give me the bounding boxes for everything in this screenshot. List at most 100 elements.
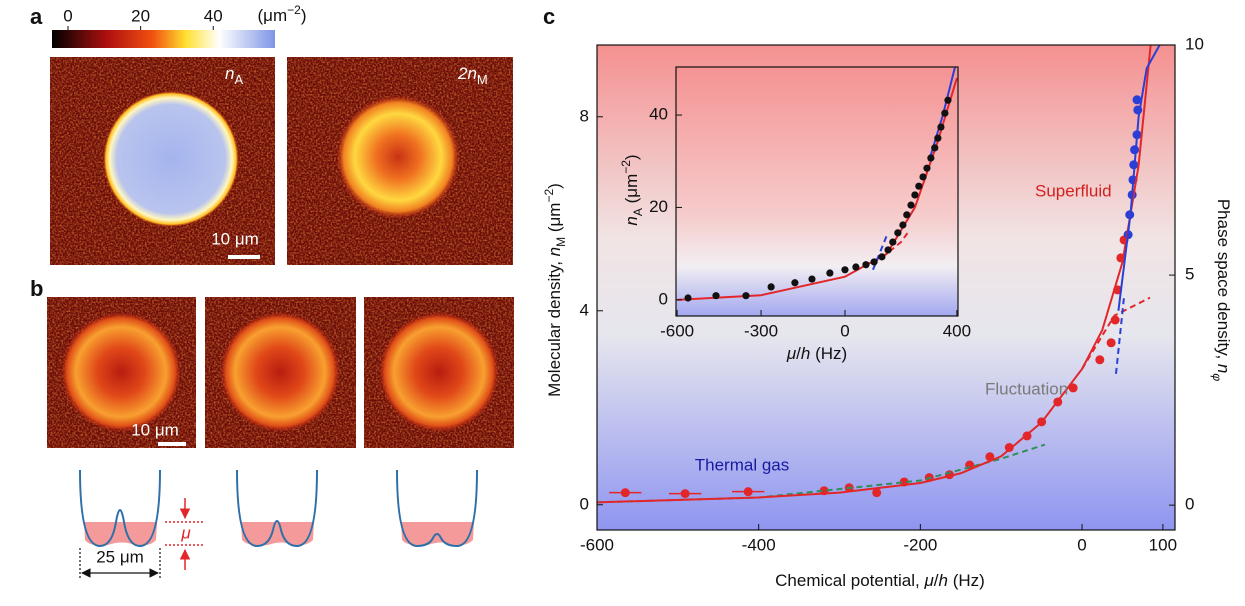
colorbar-tick-label: 40 bbox=[204, 6, 223, 25]
data-point bbox=[919, 173, 927, 181]
inset-x-axis-label: μ/h (Hz) bbox=[786, 344, 847, 363]
y-axis-label: Molecular density, nM (μm−2) bbox=[542, 183, 568, 397]
colorbar bbox=[52, 30, 275, 48]
y-tick-label: 20 bbox=[649, 197, 668, 216]
data-point bbox=[712, 292, 720, 300]
data-point bbox=[915, 182, 923, 190]
mu-label: μ bbox=[180, 523, 191, 542]
data-point bbox=[944, 96, 952, 104]
data-point bbox=[862, 261, 870, 269]
y2-tick-label: 10 bbox=[1185, 34, 1204, 53]
y-tick-label: 0 bbox=[659, 289, 668, 308]
scale-bar bbox=[228, 255, 260, 259]
data-point bbox=[742, 292, 750, 300]
data-point bbox=[931, 144, 939, 152]
data-point bbox=[894, 229, 902, 237]
y2-tick-label: 5 bbox=[1185, 265, 1194, 284]
data-point bbox=[907, 201, 915, 209]
data-point bbox=[903, 211, 911, 219]
data-point bbox=[1130, 145, 1140, 155]
colorbar-tick-label: 20 bbox=[131, 6, 150, 25]
data-point bbox=[937, 123, 945, 131]
fit-line bbox=[872, 234, 888, 271]
annotation: Fluctuation bbox=[985, 379, 1068, 398]
inset-y-axis-label: nA (μm−2) bbox=[619, 154, 645, 225]
data-point bbox=[1132, 95, 1142, 105]
plot-area bbox=[597, 45, 1161, 504]
fit-line bbox=[872, 229, 911, 264]
x-tick-label: 0 bbox=[1077, 535, 1086, 554]
data-point bbox=[927, 154, 935, 162]
fit-line bbox=[597, 45, 1152, 504]
data-point bbox=[1095, 355, 1105, 365]
panel-label: a bbox=[30, 4, 43, 29]
plot-area bbox=[677, 67, 958, 302]
image-a1 bbox=[50, 57, 275, 265]
colorbar-unit: (μm−2) bbox=[258, 3, 307, 25]
image-b bbox=[47, 297, 514, 448]
axes-frame bbox=[675, 66, 959, 317]
data-point bbox=[841, 266, 849, 274]
width-label: 25 μm bbox=[96, 547, 144, 566]
fit-line bbox=[597, 443, 1046, 504]
y-tick-label: 40 bbox=[649, 105, 668, 124]
annotation: Thermal gas bbox=[695, 455, 789, 474]
data-point bbox=[941, 109, 949, 117]
panel-label: c bbox=[543, 4, 555, 29]
panel-label: b bbox=[30, 276, 43, 301]
data-point bbox=[934, 134, 942, 142]
x-axis-label: Chemical potential, μ/h (Hz) bbox=[775, 571, 985, 590]
data-point bbox=[767, 283, 775, 291]
x-tick-label: -400 bbox=[742, 535, 776, 554]
data-point bbox=[911, 191, 919, 199]
width-indicator bbox=[79, 548, 161, 580]
data-point bbox=[680, 489, 690, 499]
data-point bbox=[923, 164, 931, 172]
potential-wells bbox=[79, 469, 478, 548]
data-point bbox=[1004, 443, 1014, 453]
fit-line bbox=[1081, 296, 1151, 370]
data-point bbox=[884, 246, 892, 254]
colorbar-tick-label: 0 bbox=[63, 6, 72, 25]
x-tick-label: -600 bbox=[660, 321, 694, 340]
image-a2 bbox=[287, 57, 513, 265]
annotation: Superfluid bbox=[1035, 181, 1112, 200]
x-tick-label: -200 bbox=[903, 535, 937, 554]
data-point bbox=[826, 269, 834, 277]
data-point bbox=[889, 238, 897, 246]
inset-chart: -600 -300 0 400 0 20 40 bbox=[649, 66, 971, 340]
data-point bbox=[1110, 315, 1120, 325]
data-point bbox=[743, 487, 753, 497]
main-chart: -600 -400 -200 0 100 0 4 8 0 5 10 bbox=[580, 34, 1204, 554]
mu-indicator bbox=[165, 498, 205, 570]
image-label: nA bbox=[225, 64, 243, 87]
data-point bbox=[1106, 338, 1116, 348]
x-tick-label: -300 bbox=[744, 321, 778, 340]
fit-line bbox=[1114, 296, 1126, 374]
x-tick-label: -600 bbox=[580, 535, 614, 554]
x-tick-label: 400 bbox=[943, 321, 971, 340]
fit-line bbox=[1117, 45, 1161, 311]
scale-bar bbox=[158, 442, 186, 446]
y2-axis-label: Phase space density, nφ bbox=[1210, 199, 1233, 382]
data-point bbox=[808, 275, 816, 283]
data-point bbox=[1068, 383, 1078, 393]
data-point bbox=[791, 279, 799, 287]
data-point bbox=[899, 221, 907, 229]
data-point bbox=[684, 294, 692, 302]
data-point bbox=[872, 488, 882, 498]
data-point bbox=[620, 488, 630, 498]
data-point bbox=[870, 258, 878, 266]
y2-tick-label: 0 bbox=[1185, 495, 1194, 514]
colorbar-ticks: 0 20 40 bbox=[63, 6, 223, 30]
fit-line bbox=[677, 77, 958, 301]
y-tick-label: 4 bbox=[580, 300, 589, 319]
axes-frame bbox=[596, 44, 1176, 531]
data-point bbox=[878, 253, 886, 261]
y-tick-label: 0 bbox=[580, 494, 589, 513]
y-tick-label: 8 bbox=[580, 106, 589, 125]
data-point bbox=[852, 263, 860, 271]
scale-bar-label: 10 μm bbox=[131, 420, 179, 439]
x-tick-label: 0 bbox=[840, 321, 849, 340]
